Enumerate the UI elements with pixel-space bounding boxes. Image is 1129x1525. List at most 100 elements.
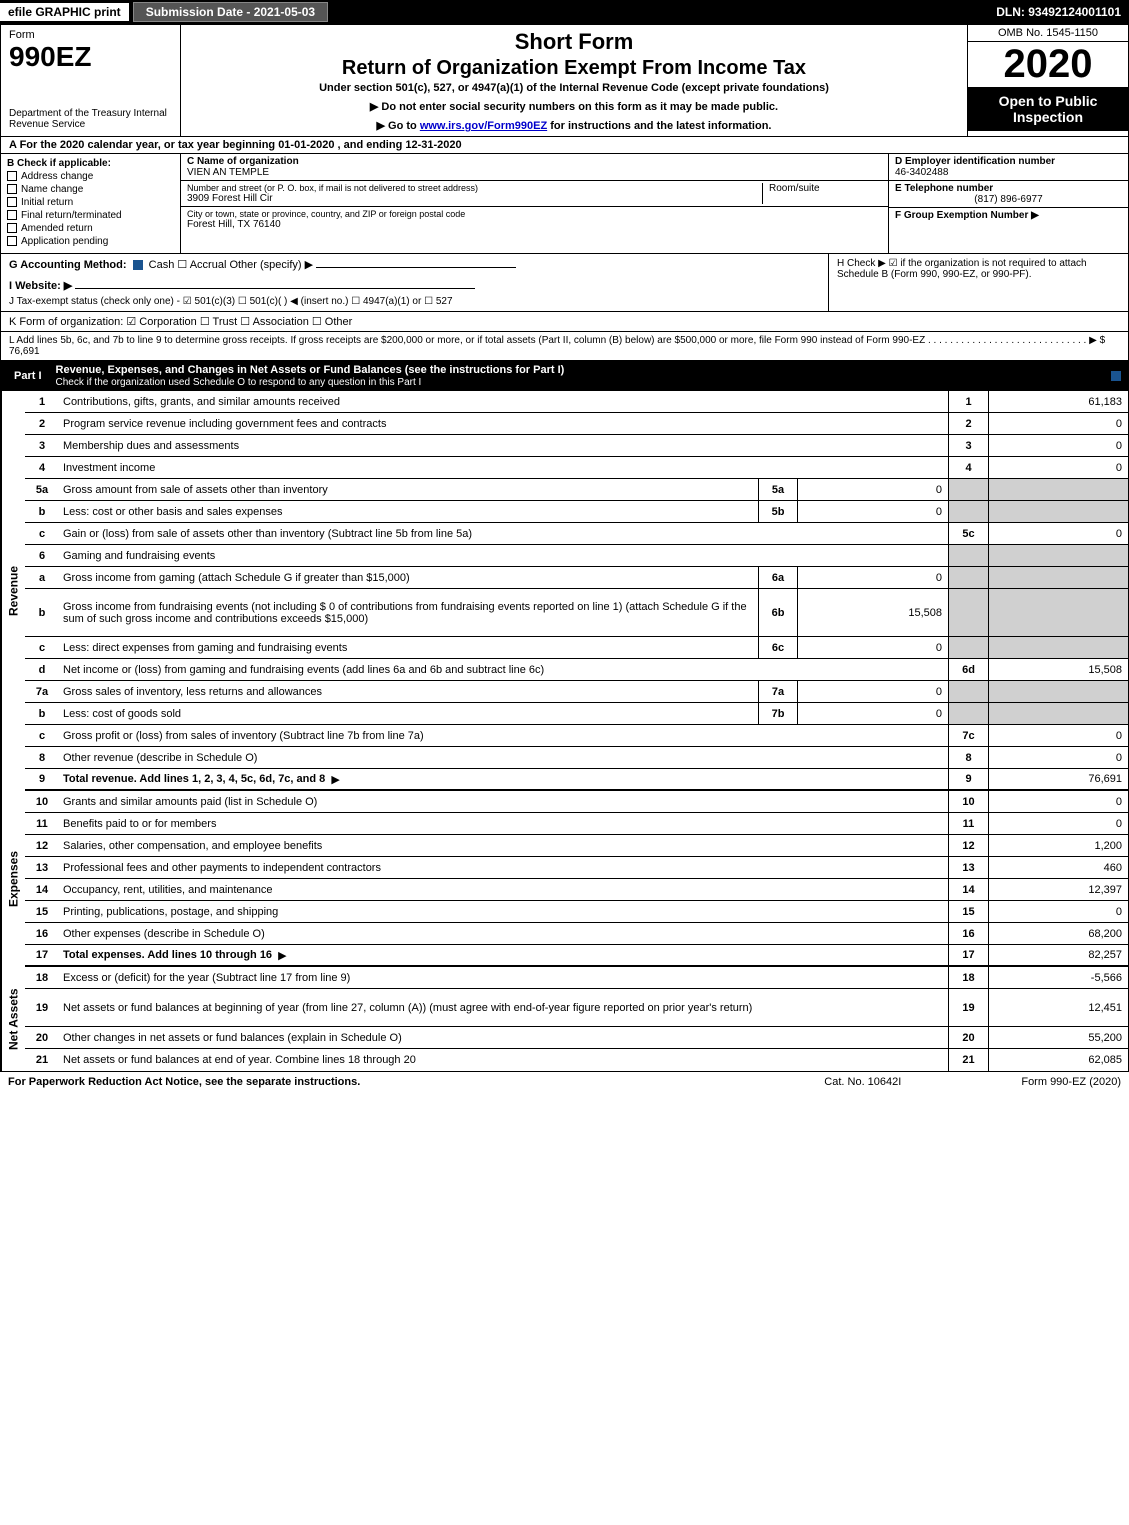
g-label: G Accounting Method: xyxy=(9,259,127,271)
line-val: 12,451 xyxy=(988,989,1128,1026)
line-desc: Gross income from fundraising events (no… xyxy=(59,589,758,636)
line-desc: Net income or (loss) from gaming and fun… xyxy=(59,659,948,680)
chk-amended-return[interactable]: Amended return xyxy=(7,223,174,234)
line-4: 4 Investment income 4 0 xyxy=(25,457,1128,479)
instr-line-1: ▶ Do not enter social security numbers o… xyxy=(185,100,963,113)
line-rnum: 10 xyxy=(948,791,988,812)
c-city-label: City or town, state or province, country… xyxy=(187,209,882,219)
submission-date: Submission Date - 2021-05-03 xyxy=(133,2,328,22)
line-desc: Membership dues and assessments xyxy=(59,435,948,456)
line-desc: Benefits paid to or for members xyxy=(59,813,948,834)
line-val: 0 xyxy=(988,435,1128,456)
title-main: Return of Organization Exempt From Incom… xyxy=(185,57,963,80)
line-num: 4 xyxy=(25,457,59,478)
grey-cell xyxy=(948,681,988,702)
line-num: 20 xyxy=(25,1027,59,1048)
line-rnum: 12 xyxy=(948,835,988,856)
grey-cell xyxy=(988,681,1128,702)
part-i-title: Revenue, Expenses, and Changes in Net As… xyxy=(56,364,565,376)
chk-name-change[interactable]: Name change xyxy=(7,184,174,195)
header-right: OMB No. 1545-1150 2020 Open to Public In… xyxy=(968,25,1128,136)
chk-label: Amended return xyxy=(21,223,93,234)
line-5b: b Less: cost or other basis and sales ex… xyxy=(25,501,1128,523)
instr-line-2: ▶ Go to www.irs.gov/Form990EZ for instru… xyxy=(185,119,963,132)
irs-link[interactable]: www.irs.gov/Form990EZ xyxy=(420,120,547,132)
line-2: 2 Program service revenue including gove… xyxy=(25,413,1128,435)
line-num: 19 xyxy=(25,989,59,1026)
line-num: 14 xyxy=(25,879,59,900)
sub-num: 7b xyxy=(758,703,798,724)
ein-value: 46-3402488 xyxy=(895,167,1122,178)
line-rnum: 7c xyxy=(948,725,988,746)
line-val: 0 xyxy=(988,747,1128,768)
j-tax-exempt: J Tax-exempt status (check only one) - ☑… xyxy=(9,296,820,307)
instr2-post: for instructions and the latest informat… xyxy=(547,120,771,132)
sub-val: 0 xyxy=(798,501,948,522)
line-desc: Salaries, other compensation, and employ… xyxy=(59,835,948,856)
open-to-public: Open to Public Inspection xyxy=(968,87,1128,131)
footer-left: For Paperwork Reduction Act Notice, see … xyxy=(8,1076,824,1088)
line-desc: Gain or (loss) from sale of assets other… xyxy=(59,523,948,544)
line-desc: Net assets or fund balances at beginning… xyxy=(59,989,948,1026)
line-rnum: 15 xyxy=(948,901,988,922)
row-k-form-org: K Form of organization: ☑ Corporation ☐ … xyxy=(0,312,1129,332)
grey-cell xyxy=(988,501,1128,522)
sub-val: 0 xyxy=(798,681,948,702)
line-15: 15 Printing, publications, postage, and … xyxy=(25,901,1128,923)
grey-cell xyxy=(948,479,988,500)
line-7c: c Gross profit or (loss) from sales of i… xyxy=(25,725,1128,747)
line-5c: c Gain or (loss) from sale of assets oth… xyxy=(25,523,1128,545)
line-3: 3 Membership dues and assessments 3 0 xyxy=(25,435,1128,457)
line-num: 5a xyxy=(25,479,59,500)
sub-num: 5b xyxy=(758,501,798,522)
expenses-side-label: Expenses xyxy=(1,791,25,967)
h-schedule-b: H Check ▶ ☑ if the organization is not r… xyxy=(828,254,1128,311)
line-7b: b Less: cost of goods sold 7b 0 xyxy=(25,703,1128,725)
instr2-pre: ▶ Go to xyxy=(377,120,420,132)
part-i-checkbox-icon xyxy=(1111,371,1121,381)
line-16: 16 Other expenses (describe in Schedule … xyxy=(25,923,1128,945)
line-6b: b Gross income from fundraising events (… xyxy=(25,589,1128,637)
org-city: Forest Hill, TX 76140 xyxy=(187,219,882,230)
row-l-gross-receipts: L Add lines 5b, 6c, and 7b to line 9 to … xyxy=(0,332,1129,361)
line-9-desc: Total revenue. Add lines 1, 2, 3, 4, 5c,… xyxy=(63,773,325,785)
line-14: 14 Occupancy, rent, utilities, and maint… xyxy=(25,879,1128,901)
chk-address-change[interactable]: Address change xyxy=(7,171,174,182)
col-def: D Employer identification number 46-3402… xyxy=(888,154,1128,253)
line-desc: Other expenses (describe in Schedule O) xyxy=(59,923,948,944)
line-desc: Professional fees and other payments to … xyxy=(59,857,948,878)
form-word: Form xyxy=(9,29,172,41)
row-gh: G Accounting Method: Cash ☐ Accrual Othe… xyxy=(0,254,1129,312)
sub-val: 0 xyxy=(798,479,948,500)
line-desc: Grants and similar amounts paid (list in… xyxy=(59,791,948,812)
grey-cell xyxy=(988,703,1128,724)
line-val: 55,200 xyxy=(988,1027,1128,1048)
g-accounting: G Accounting Method: Cash ☐ Accrual Othe… xyxy=(9,258,820,271)
chk-initial-return[interactable]: Initial return xyxy=(7,197,174,208)
line-num: 17 xyxy=(25,945,59,965)
e-tel-label: E Telephone number xyxy=(895,183,1122,194)
efile-label: efile GRAPHIC print xyxy=(0,3,129,21)
grey-cell xyxy=(988,589,1128,636)
room-suite-label: Room/suite xyxy=(762,183,882,204)
footer-form-ref: Form 990-EZ (2020) xyxy=(1021,1076,1121,1088)
line-num: c xyxy=(25,725,59,746)
line-num: 7a xyxy=(25,681,59,702)
grey-cell xyxy=(948,703,988,724)
line-desc: Printing, publications, postage, and shi… xyxy=(59,901,948,922)
chk-application-pending[interactable]: Application pending xyxy=(7,236,174,247)
line-desc: Net assets or fund balances at end of ye… xyxy=(59,1049,948,1071)
d-ein-label: D Employer identification number xyxy=(895,156,1122,167)
line-rnum: 20 xyxy=(948,1027,988,1048)
header-center: Short Form Return of Organization Exempt… xyxy=(181,25,968,136)
line-21: 21 Net assets or fund balances at end of… xyxy=(25,1049,1128,1071)
line-rnum: 19 xyxy=(948,989,988,1026)
grey-cell xyxy=(948,589,988,636)
line-desc: Investment income xyxy=(59,457,948,478)
line-num: a xyxy=(25,567,59,588)
line-val: 82,257 xyxy=(988,945,1128,965)
line-val: 1,200 xyxy=(988,835,1128,856)
line-num: 13 xyxy=(25,857,59,878)
chk-final-return[interactable]: Final return/terminated xyxy=(7,210,174,221)
part-i-header: Part I Revenue, Expenses, and Changes in… xyxy=(0,361,1129,391)
